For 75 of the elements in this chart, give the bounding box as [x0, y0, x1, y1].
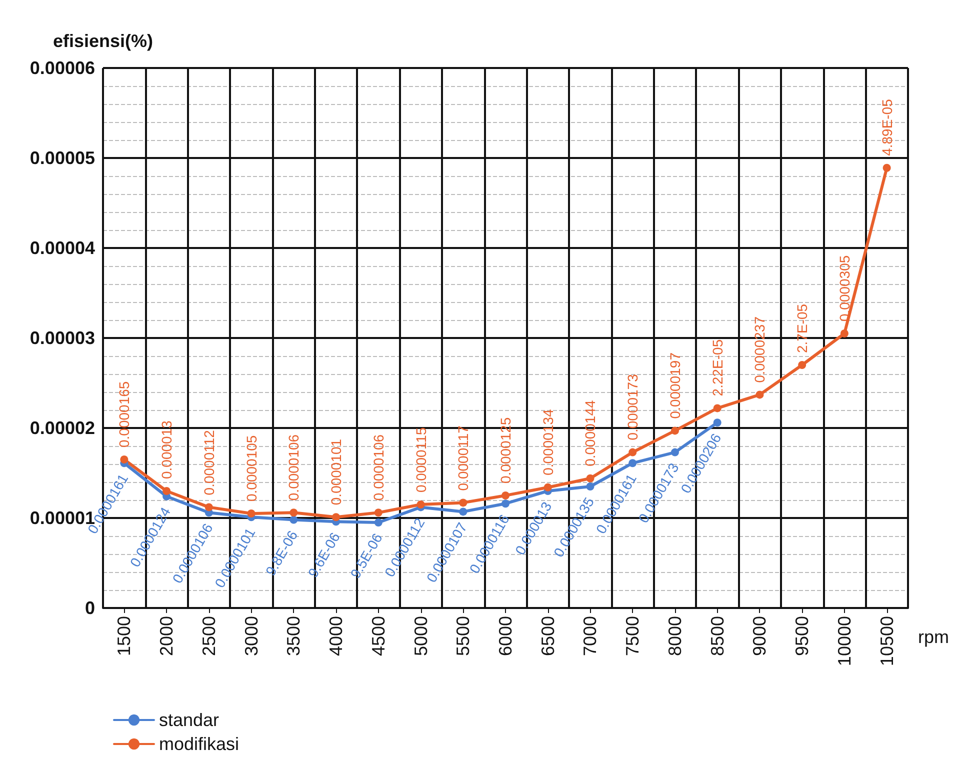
y-tick-label: 0: [84, 598, 95, 618]
y-tick-label: 0.00004: [30, 238, 95, 258]
data-label: 4.89E-05: [878, 98, 895, 156]
data-label: 0.0000165: [116, 381, 132, 448]
y-tick-label: 0.00002: [30, 418, 95, 438]
point: [798, 361, 806, 369]
x-tick-label: 8500: [707, 616, 728, 656]
data-label: 0.0000305: [836, 255, 852, 322]
point: [502, 492, 510, 500]
x-tick-label: 3000: [241, 616, 262, 656]
data-label: 0.0000105: [243, 435, 260, 502]
data-label: 0.0000101: [328, 438, 344, 506]
data-label: 0.0000197: [666, 352, 683, 419]
x-tick-label: 6000: [496, 616, 516, 656]
x-tick-label: 10500: [876, 616, 897, 666]
x-tick-label: 7000: [580, 616, 600, 656]
point: [628, 459, 637, 468]
data-label: 0.0000134: [540, 409, 556, 476]
y-tick-label: 0.00006: [30, 58, 95, 78]
point: [882, 164, 891, 172]
y-tick-label: 0.00003: [30, 328, 95, 348]
point: [502, 500, 510, 508]
x-tick-label: 3500: [284, 616, 304, 656]
y-tick-label: 0.00005: [30, 148, 95, 168]
point: [756, 390, 764, 399]
data-label: 0.0000144: [582, 400, 598, 466]
point: [374, 518, 382, 526]
x-tick-label: 5000: [410, 616, 431, 656]
point: [670, 448, 679, 456]
point: [459, 508, 468, 516]
point: [713, 418, 722, 427]
point: [204, 503, 213, 512]
point: [459, 498, 468, 507]
data-label: 0.0000106: [370, 434, 386, 501]
data-label: 0.0000115: [412, 427, 429, 492]
legend-label: standar: [159, 710, 220, 730]
x-tick-label: 8000: [664, 616, 685, 656]
data-label: 2.7E-05: [794, 304, 810, 353]
point: [374, 508, 382, 517]
point: [840, 330, 848, 338]
point: [628, 448, 637, 456]
data-label: 0.0000117: [455, 425, 472, 491]
x-tick-label: 4000: [326, 616, 346, 656]
x-tick-label: 10000: [834, 616, 854, 666]
point: [120, 456, 128, 464]
point: [713, 404, 722, 412]
legend-label: modifikasi: [159, 734, 240, 754]
x-tick-label: 9000: [750, 616, 770, 656]
x-tick-label: 5500: [453, 616, 474, 656]
data-label: 0.000013: [158, 420, 175, 479]
data-label: 2.22E-05: [709, 339, 726, 396]
data-label: 0.0000106: [286, 434, 302, 501]
point: [544, 483, 552, 492]
data-label: 0.0000125: [498, 417, 514, 484]
point: [290, 516, 298, 524]
point: [670, 426, 679, 435]
point: [586, 482, 594, 490]
x-tick-label: 9500: [792, 616, 812, 656]
point: [162, 487, 171, 495]
x-tick-label: 4500: [368, 616, 388, 656]
point: [416, 500, 425, 508]
point: [247, 510, 256, 518]
point: [332, 513, 340, 522]
point: [290, 508, 298, 517]
data-label: 0.0000237: [752, 316, 768, 383]
x-tick-label: 2000: [156, 616, 177, 656]
point: [586, 474, 594, 482]
x-tick-label: 6500: [538, 616, 558, 656]
x-tick-label: 7500: [622, 616, 643, 656]
x-tick-label: 2500: [198, 616, 219, 656]
data-label: 0.0000173: [624, 374, 641, 440]
data-label: 0.0000112: [200, 430, 217, 496]
y-axis-title: efisiensi(%): [52, 31, 154, 51]
x-tick-label: 1500: [114, 616, 134, 656]
x-axis-title: rpm: [918, 627, 949, 647]
